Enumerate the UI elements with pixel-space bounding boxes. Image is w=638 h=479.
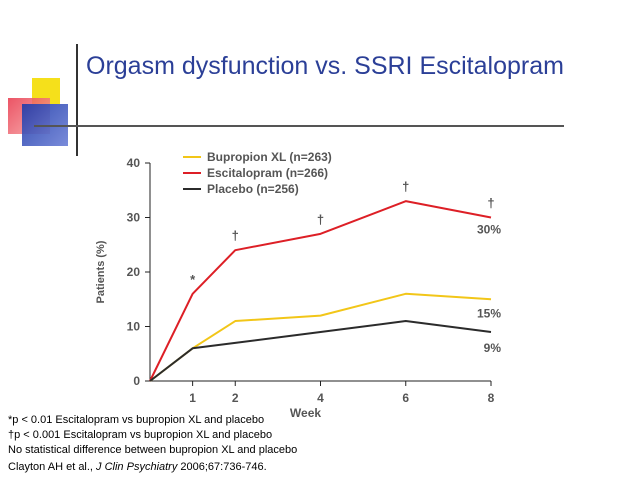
- series-line-0: [149, 292, 492, 382]
- citation-details: 2006;67:736-746.: [177, 461, 267, 473]
- y-tick-label: 30: [127, 211, 141, 225]
- significance-marker: †: [232, 228, 239, 243]
- footnote-no-difference: No statistical difference between buprop…: [8, 444, 298, 456]
- footnote-significance-2: †p < 0.001 Escitalopram vs bupropion XL …: [8, 429, 273, 441]
- y-axis-title: Patients (%): [95, 240, 107, 303]
- legend-label-1: Escitalopram (n=266): [207, 166, 328, 180]
- title-underline: [34, 125, 564, 127]
- series-line-2: [149, 320, 492, 382]
- citation-authors: Clayton AH et al.,: [8, 461, 97, 473]
- citation: Clayton AH et al., J Clin Psychiatry 200…: [8, 461, 267, 473]
- x-tick-label: 1: [189, 391, 196, 405]
- y-tick-label: 0: [133, 374, 140, 388]
- series-end-label: 15%: [477, 306, 501, 320]
- series-end-label: 30%: [477, 223, 501, 237]
- chart-series: [149, 200, 492, 382]
- legend-label-2: Placebo (n=256): [207, 182, 299, 196]
- footnote-significance-1: *p < 0.01 Escitalopram vs bupropion XL a…: [8, 414, 265, 426]
- x-axis-title: Week: [290, 406, 321, 420]
- series-end-label: 9%: [484, 341, 502, 355]
- x-tick-label: 6: [402, 391, 409, 405]
- chart-legend: Bupropion XL (n=263) Escitalopram (n=266)…: [183, 150, 332, 196]
- y-tick-label: 40: [127, 156, 141, 170]
- series-line-1: [149, 200, 492, 382]
- slide-title: Orgasm dysfunction vs. SSRI Escitalopram: [86, 52, 564, 80]
- chart-labels: 0 10 20 30 40 1 2 4 6 8 Week Patients (%) 15% 30% 9% * †…: [95, 156, 501, 420]
- legend-label-0: Bupropion XL (n=263): [207, 150, 332, 164]
- significance-marker: †: [402, 179, 409, 194]
- citation-journal: J Clin Psychiatry: [96, 461, 178, 473]
- x-tick-label: 4: [317, 391, 324, 405]
- significance-marker: †: [487, 196, 494, 211]
- chart-axes: [145, 162, 492, 386]
- x-tick-label: 2: [232, 391, 239, 405]
- y-tick-label: 10: [127, 320, 141, 334]
- significance-marker: †: [317, 212, 324, 227]
- decor-vertical-line: [76, 44, 78, 156]
- significance-marker: *: [190, 272, 196, 287]
- y-tick-label: 20: [127, 265, 141, 279]
- x-tick-label: 8: [488, 391, 495, 405]
